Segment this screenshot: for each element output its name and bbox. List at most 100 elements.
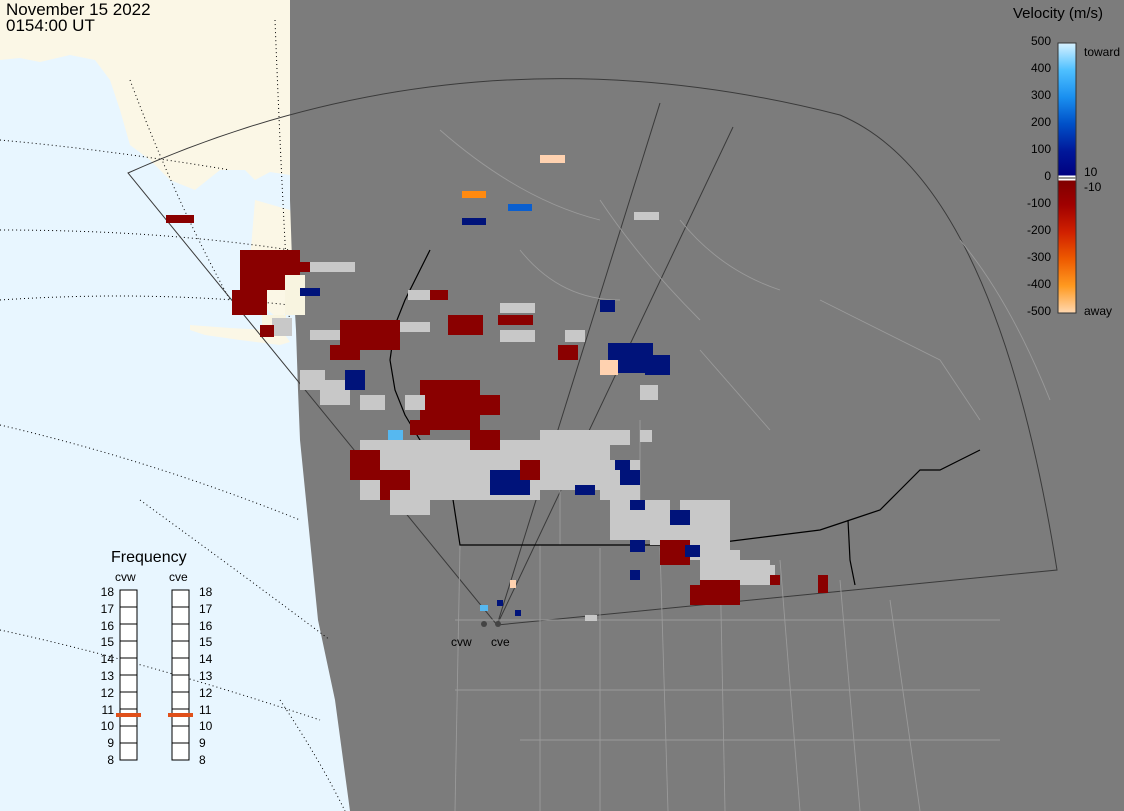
colorbar-tick-label: -300: [1026, 250, 1051, 264]
velocity-cell: [430, 290, 448, 300]
frequency-scale-label: 17: [199, 601, 213, 616]
velocity-cell: [498, 315, 533, 325]
velocity-cell: [350, 450, 380, 480]
velocity-cell: [405, 395, 425, 410]
velocity-cell: [540, 430, 610, 490]
velocity-cell: [500, 303, 535, 313]
velocity-cell: [166, 215, 194, 223]
land-outside-fov: [0, 0, 290, 190]
colorbar-away-label: away: [1084, 304, 1113, 318]
radar-label-cvw: cvw: [451, 635, 472, 649]
frequency-marker-cve: [168, 713, 193, 717]
velocity-cell: [630, 540, 645, 552]
velocity-cell: [540, 155, 565, 163]
velocity-cell: [818, 575, 828, 593]
field-of-view-outline: [127, 78, 1058, 626]
velocity-cell: [470, 430, 500, 450]
velocity-cell: [500, 330, 535, 342]
velocity-cell: [685, 545, 700, 557]
radar-velocity-cells: [166, 155, 828, 621]
velocity-cell: [615, 460, 630, 470]
frequency-marker-cvw: [116, 713, 141, 717]
colorbar-tick-label: 100: [1030, 142, 1051, 156]
frequency-radar-cvw: cvw: [115, 570, 136, 584]
frequency-scale-label: 18: [100, 585, 114, 599]
velocity-cell: [497, 600, 503, 606]
colorbar-mid-label-plus: 10: [1084, 165, 1098, 179]
frequency-scale-label: 12: [100, 685, 114, 700]
frequency-scale-label: 17: [100, 601, 114, 616]
velocity-cell: [605, 430, 630, 445]
colorbar-tick-label: -400: [1026, 277, 1051, 291]
velocity-cell: [670, 510, 690, 525]
frequency-scale-label: 11: [199, 702, 212, 717]
velocity-colorbar: [1057, 42, 1077, 314]
velocity-cell: [515, 610, 521, 616]
colorbar-tick-label: 400: [1030, 61, 1051, 75]
velocity-cell: [460, 395, 500, 415]
velocity-cell: [296, 262, 310, 272]
frequency-scale-label: 8: [199, 753, 206, 767]
velocity-cell: [770, 575, 780, 585]
frequency-scale-label: 16: [100, 618, 114, 633]
velocity-cell: [700, 550, 740, 580]
velocity-cell: [360, 395, 385, 410]
velocity-cell: [410, 420, 430, 435]
frequency-title: Frequency: [111, 549, 187, 566]
velocity-cell: [585, 615, 597, 621]
frequency-scale-label: 14: [199, 652, 213, 667]
frequency-scale-label: 16: [199, 618, 213, 633]
date-label: November 15 2022: [6, 0, 151, 19]
frequency-scale-label: 11: [101, 702, 114, 717]
velocity-cell: [448, 315, 483, 335]
colorbar-title: Velocity (m/s): [1013, 5, 1104, 22]
frequency-radar-cve: cve: [169, 570, 188, 584]
velocity-cell: [300, 370, 325, 390]
colorbar-tick-label: -500: [1026, 304, 1051, 318]
frequency-scale-label: 13: [199, 669, 213, 683]
velocity-cell: [690, 585, 740, 605]
velocity-cell: [300, 288, 320, 296]
velocity-cell: [630, 500, 645, 510]
velocity-cell: [510, 580, 516, 588]
colorbar-tick-label: -100: [1026, 196, 1051, 210]
velocity-cell: [575, 485, 595, 495]
time-label: 0154:00 UT: [6, 16, 95, 35]
colorbar-toward-label: toward: [1084, 45, 1121, 59]
frequency-scale-label: 15: [100, 635, 114, 650]
velocity-cell: [260, 325, 274, 337]
velocity-cell: [310, 262, 355, 272]
frequency-scale-label: 14: [100, 652, 114, 667]
colorbar-tick-label: 200: [1030, 115, 1051, 129]
radar-site-cve: [495, 621, 501, 627]
frequency-scale-label: 12: [199, 685, 213, 700]
velocity-cell: [620, 470, 640, 485]
velocity-cell: [565, 330, 585, 342]
velocity-cell: [640, 385, 658, 400]
frequency-scale-label: 13: [100, 669, 114, 683]
colorbar-tick-label: 300: [1030, 88, 1051, 102]
velocity-cell: [388, 430, 403, 442]
frequency-scale-label: 9: [107, 736, 114, 751]
radar-label-cve: cve: [491, 635, 510, 649]
velocity-cell: [330, 345, 360, 360]
velocity-cell: [232, 290, 267, 315]
frequency-scale-label: 9: [199, 736, 206, 751]
velocity-cell: [462, 191, 486, 198]
velocity-cell: [390, 490, 430, 515]
graticule: [0, 19, 346, 811]
colorbar-mid-label-minus: -10: [1084, 180, 1102, 194]
velocity-cell: [462, 218, 486, 225]
velocity-cell: [600, 300, 615, 312]
velocity-cell: [272, 318, 292, 336]
frequency-scale-label: 10: [199, 719, 213, 734]
shaded-map-region: [290, 0, 1124, 811]
velocity-cell: [310, 330, 340, 340]
velocity-cell: [285, 275, 305, 315]
velocity-cell: [630, 570, 640, 580]
velocity-cell: [508, 204, 532, 211]
velocity-cell: [645, 355, 670, 375]
frequency-scale-label: 15: [199, 635, 213, 650]
radar-site-cvw: [481, 621, 487, 627]
